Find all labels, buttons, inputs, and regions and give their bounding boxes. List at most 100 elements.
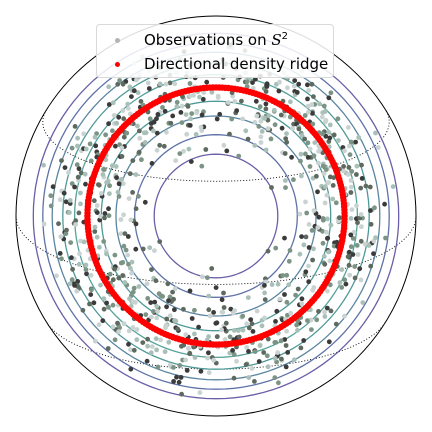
observation-point bbox=[172, 307, 177, 313]
observation-point bbox=[161, 143, 167, 149]
observation-point bbox=[244, 79, 250, 85]
observation-point bbox=[97, 217, 103, 223]
observation-point bbox=[211, 310, 217, 315]
observation-point bbox=[130, 289, 136, 295]
observation-point bbox=[157, 239, 163, 245]
observation-point bbox=[291, 177, 296, 183]
observation-point bbox=[163, 81, 169, 87]
observation-point bbox=[120, 81, 126, 87]
observation-point bbox=[164, 316, 170, 322]
observation-point bbox=[288, 99, 293, 105]
observation-point bbox=[299, 296, 305, 302]
observation-point bbox=[244, 321, 250, 327]
observation-point bbox=[358, 238, 364, 244]
observation-point bbox=[72, 184, 77, 190]
observation-point bbox=[285, 85, 290, 91]
observation-point bbox=[287, 114, 293, 120]
observation-point bbox=[352, 264, 358, 269]
observation-point bbox=[347, 272, 353, 278]
observation-point bbox=[59, 256, 64, 262]
observation-point bbox=[143, 312, 149, 317]
observation-point bbox=[194, 110, 200, 116]
observation-point bbox=[231, 352, 237, 357]
observation-point bbox=[357, 215, 363, 221]
observation-point bbox=[80, 307, 86, 313]
observation-point bbox=[230, 93, 236, 99]
observation-point bbox=[78, 201, 83, 207]
observation-point bbox=[78, 238, 83, 244]
observation-point bbox=[347, 152, 353, 158]
observation-point bbox=[142, 199, 148, 205]
observation-point bbox=[116, 181, 122, 187]
observation-point bbox=[252, 379, 257, 384]
observation-point bbox=[297, 251, 303, 257]
observation-point bbox=[231, 328, 237, 333]
observation-point bbox=[57, 251, 63, 256]
observation-point bbox=[209, 89, 215, 95]
legend-label-observations: Observations on S2 bbox=[144, 31, 289, 49]
observation-point bbox=[87, 301, 92, 307]
observation-point bbox=[293, 292, 298, 298]
observation-point bbox=[174, 104, 180, 109]
observation-point bbox=[311, 208, 317, 214]
observation-point bbox=[328, 222, 334, 228]
observation-point bbox=[265, 336, 271, 342]
observation-point bbox=[149, 267, 154, 272]
observation-point bbox=[221, 290, 226, 296]
observation-point bbox=[166, 298, 171, 303]
observation-point bbox=[368, 221, 374, 227]
observation-point bbox=[140, 246, 146, 252]
observation-point bbox=[96, 182, 102, 188]
observation-point bbox=[151, 128, 156, 134]
observation-point bbox=[390, 184, 396, 190]
observation-point bbox=[83, 146, 89, 152]
observation-point bbox=[250, 80, 255, 85]
observation-point bbox=[275, 281, 281, 287]
observation-point bbox=[192, 331, 197, 337]
observation-point bbox=[309, 81, 315, 87]
observation-point bbox=[221, 142, 227, 148]
observation-point bbox=[114, 120, 120, 126]
observation-point bbox=[317, 101, 322, 107]
observation-point bbox=[273, 340, 279, 345]
observation-point bbox=[279, 125, 285, 131]
observation-point bbox=[103, 132, 108, 138]
observation-point bbox=[262, 297, 268, 302]
observation-point bbox=[306, 263, 311, 269]
observation-point bbox=[358, 277, 364, 283]
observation-point bbox=[67, 281, 73, 287]
observation-point bbox=[315, 189, 320, 195]
observation-point bbox=[119, 154, 125, 159]
observation-point bbox=[330, 183, 336, 188]
observation-point bbox=[50, 184, 56, 190]
contour-7 bbox=[42, 42, 390, 390]
observation-point bbox=[160, 294, 166, 299]
observation-point bbox=[199, 274, 205, 280]
observation-point bbox=[168, 120, 174, 126]
observation-point bbox=[199, 112, 205, 118]
observation-point bbox=[75, 174, 81, 180]
observation-point bbox=[120, 108, 126, 113]
observation-point bbox=[211, 357, 217, 363]
observation-point bbox=[81, 239, 87, 245]
observation-point bbox=[328, 90, 334, 96]
observation-point bbox=[91, 300, 97, 306]
observation-point bbox=[321, 103, 327, 109]
observation-point bbox=[170, 289, 176, 295]
observation-point bbox=[115, 189, 121, 195]
observation-point bbox=[121, 321, 127, 327]
observation-point bbox=[73, 218, 79, 224]
observation-point bbox=[325, 236, 330, 241]
observation-point bbox=[138, 99, 144, 104]
observation-point bbox=[227, 131, 232, 137]
observation-point bbox=[113, 143, 118, 149]
observation-point bbox=[295, 286, 301, 292]
observation-point bbox=[319, 114, 325, 120]
observation-point bbox=[134, 337, 140, 343]
observation-point bbox=[154, 147, 160, 153]
observation-point bbox=[240, 313, 246, 319]
observation-point bbox=[214, 116, 220, 122]
observation-point bbox=[286, 282, 292, 288]
observation-point bbox=[89, 287, 94, 293]
observation-point bbox=[133, 172, 139, 178]
